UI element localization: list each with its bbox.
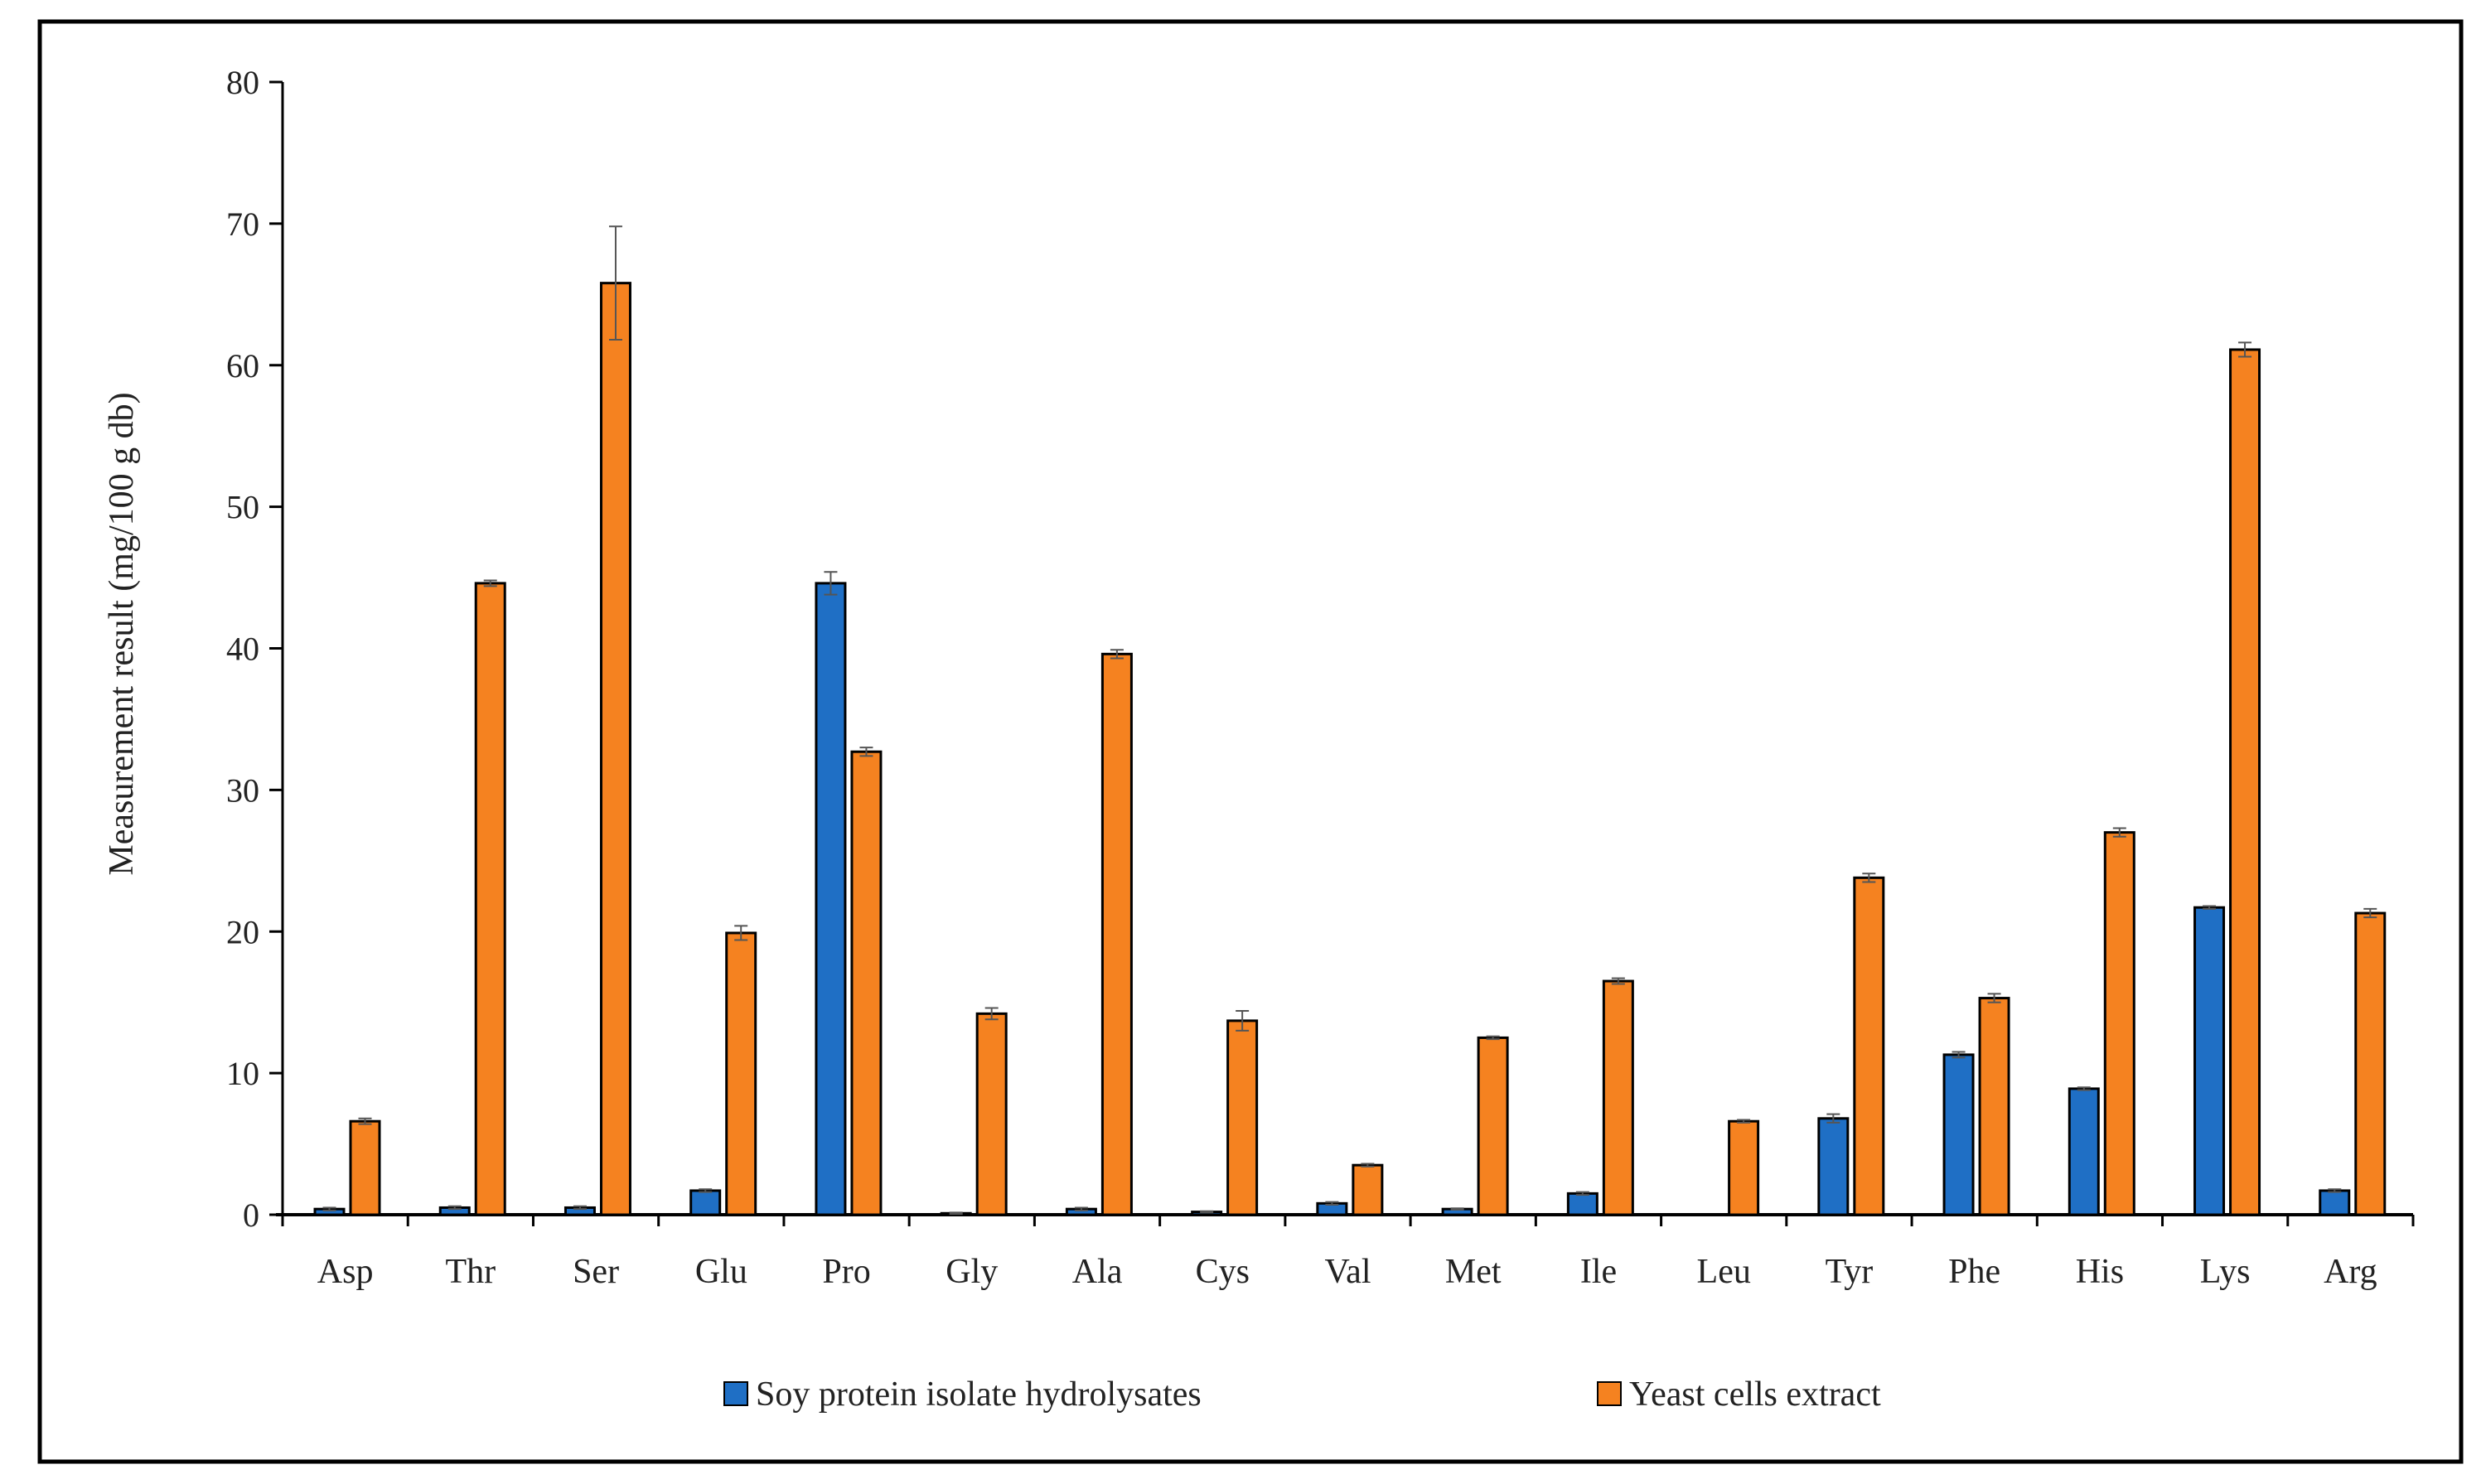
bar-yeast (474, 582, 506, 1216)
bar-soy (2193, 906, 2226, 1216)
y-tick-label: 0 (243, 1196, 259, 1234)
bar-yeast (1477, 1036, 1509, 1216)
x-tick-label: Leu (1697, 1253, 1751, 1291)
bar-yeast (1728, 1119, 1760, 1216)
bar-yeast (1100, 652, 1133, 1216)
bar-yeast (2103, 831, 2135, 1216)
y-tick-label: 10 (226, 1055, 259, 1092)
x-tick-label: Glu (695, 1253, 747, 1291)
bar-yeast (2229, 348, 2261, 1216)
y-axis-label: Measurement result (mg/100 g db) (103, 392, 141, 875)
x-tick-label: Thr (446, 1253, 496, 1291)
chart-border (37, 19, 2464, 1464)
y-tick-label: 40 (226, 631, 259, 668)
bar-yeast (1602, 979, 1634, 1216)
x-tick-label: Cys (1196, 1253, 1250, 1291)
x-tick-label: His (2076, 1253, 2124, 1291)
y-tick-label: 30 (226, 771, 259, 809)
bar-yeast (599, 282, 631, 1216)
bar-soy (2068, 1087, 2100, 1216)
bar-yeast (725, 931, 757, 1216)
x-tick-label: Ala (1072, 1253, 1123, 1291)
legend-label: Yeast cells extract (1629, 1375, 1881, 1414)
y-tick-label: 70 (226, 205, 259, 243)
x-tick-label: Arg (2324, 1253, 2377, 1291)
bar-soy (1566, 1192, 1598, 1216)
y-tick-label: 20 (226, 913, 259, 950)
legend-swatch (1597, 1381, 1622, 1406)
x-tick-label: Met (1445, 1253, 1502, 1291)
bar-soy (689, 1189, 722, 1216)
bar-soy (815, 582, 847, 1216)
bar-yeast (1226, 1019, 1259, 1216)
x-tick-label: Ser (573, 1253, 619, 1291)
x-tick-label: Pro (822, 1253, 870, 1291)
x-tick-label: Lys (2200, 1253, 2251, 1291)
x-tick-label: Asp (317, 1253, 374, 1291)
x-tick-label: Phe (1948, 1253, 2000, 1291)
legend-label: Soy protein isolate hydrolysates (756, 1375, 1202, 1414)
y-tick-label: 50 (226, 489, 259, 526)
bar-yeast (975, 1012, 1008, 1216)
bar-yeast (1853, 876, 1885, 1216)
bar-soy (1817, 1117, 1850, 1216)
bar-yeast (850, 750, 883, 1216)
bar-yeast (349, 1119, 381, 1216)
bar-yeast (1978, 997, 2010, 1216)
x-tick-label: Gly (946, 1253, 998, 1291)
y-tick-label: 80 (226, 64, 259, 101)
bar-yeast (2354, 911, 2387, 1216)
y-tick-label: 60 (226, 347, 259, 384)
bar-soy (2319, 1189, 2351, 1216)
legend-swatch (723, 1381, 748, 1406)
bar-soy (1942, 1053, 1975, 1216)
x-tick-label: Val (1325, 1253, 1371, 1291)
bar-yeast (1352, 1163, 1384, 1216)
x-tick-label: Tyr (1826, 1253, 1874, 1291)
x-tick-label: Ile (1580, 1253, 1617, 1291)
